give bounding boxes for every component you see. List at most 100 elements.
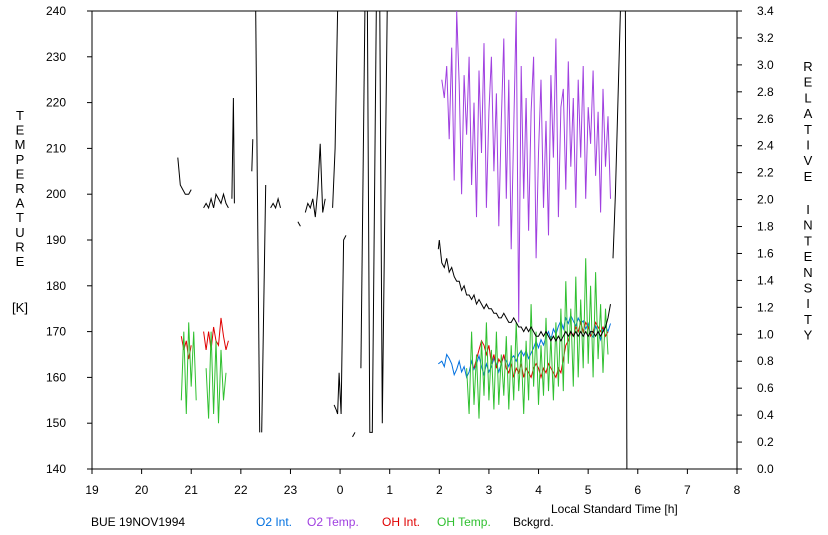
oh-temp-line <box>205 331 227 424</box>
x-axis-title: Local Standard Time [h] <box>551 502 678 516</box>
y-right-tick-label: 1.8 <box>757 220 774 234</box>
oh-temp-line <box>466 258 609 419</box>
bckgrd-line <box>332 10 339 208</box>
bckgrd-line <box>437 239 611 342</box>
y-right-tick-label: 3.0 <box>757 58 774 72</box>
y-left-title-letter: A <box>16 196 25 211</box>
y-right-title-letter: N <box>803 265 812 280</box>
y-right-tick-label: 2.6 <box>757 112 774 126</box>
y-right-tick-label: 0.0 <box>757 462 774 476</box>
bckgrd-line <box>366 10 377 433</box>
y-left-title-letter: M <box>15 137 26 152</box>
y-right-tick-label: 1.2 <box>757 300 774 314</box>
oh-int-line <box>473 320 609 380</box>
x-tick-label: 19 <box>85 483 99 497</box>
x-tick-label: 22 <box>234 483 248 497</box>
oh-temp-line <box>180 322 197 415</box>
y-left-title-letter: T <box>16 108 24 123</box>
y-right-tick-label: 0.4 <box>757 408 774 422</box>
y-left-title-letter: E <box>16 123 25 138</box>
x-tick-label: 21 <box>185 483 199 497</box>
y-left-title-letter: E <box>16 166 25 181</box>
y-left-unit: [K] <box>12 300 28 315</box>
y-right-title-letter: L <box>804 90 811 105</box>
bckgrd-line <box>612 10 621 259</box>
station-label: BUE 19NOV1994 <box>91 515 185 529</box>
bckgrd-line <box>177 157 192 195</box>
x-tick-label: 1 <box>386 483 393 497</box>
x-tick-label: 7 <box>684 483 691 497</box>
y-right-title-letter: V <box>804 153 813 168</box>
y-left-tick-label: 150 <box>46 416 66 430</box>
y-left-tick-label: 170 <box>46 325 66 339</box>
y-left-title-letter: R <box>15 181 24 196</box>
y-right-title-letter: T <box>804 233 812 248</box>
bckgrd-line <box>333 235 347 415</box>
o2-temp-line <box>441 10 611 323</box>
y-right-tick-label: 1.4 <box>757 273 774 287</box>
y-right-title-letter: I <box>806 138 810 153</box>
y-left-title-letter: T <box>16 210 24 225</box>
y-right-tick-label: 0.2 <box>757 435 774 449</box>
y-left-tick-label: 190 <box>46 233 66 247</box>
legend-o2-int: O2 Int. <box>256 515 292 529</box>
y-right-tick-label: 2.2 <box>757 166 774 180</box>
y-right-title-letter: T <box>804 312 812 327</box>
y-right-title-letter: T <box>804 122 812 137</box>
y-left-tick-label: 140 <box>46 462 66 476</box>
bckgrd-line <box>255 10 261 433</box>
y-right-title-letter: I <box>806 202 810 217</box>
y-right-tick-label: 2.4 <box>757 139 774 153</box>
y-right-title-letter: R <box>803 59 812 74</box>
legend: O2 Int. O2 Temp. OH Int. OH Temp. Bckgrd. <box>256 515 554 529</box>
y-right-title-letter: E <box>804 249 813 264</box>
y-right-tick-label: 3.2 <box>757 31 774 45</box>
series-layer <box>177 10 628 470</box>
x-tick-label: 0 <box>337 483 344 497</box>
y-left-tick-label: 210 <box>46 141 66 155</box>
y-left-tick-label: 180 <box>46 279 66 293</box>
x-tick-label: 3 <box>486 483 493 497</box>
legend-o2-temp: O2 Temp. <box>307 515 359 529</box>
bckgrd-line <box>261 184 267 433</box>
y-left-title-letter: R <box>15 239 24 254</box>
y-right-title-letter: E <box>804 75 813 90</box>
y-right-title-letter: Y <box>804 328 813 343</box>
y-left-title-letter: U <box>15 225 24 240</box>
y-right-tick-label: 3.4 <box>757 4 774 18</box>
bckgrd-line <box>251 139 254 172</box>
y-right-title-letter: N <box>803 218 812 233</box>
y-right-title-letter: E <box>804 169 813 184</box>
y-left-tick-label: 240 <box>46 4 66 18</box>
x-tick-label: 8 <box>734 483 741 497</box>
x-tick-label: 4 <box>535 483 542 497</box>
legend-oh-temp: OH Temp. <box>437 515 491 529</box>
y-right-title-letter: S <box>804 281 813 296</box>
x-tick-label: 6 <box>634 483 641 497</box>
bckgrd-line <box>203 192 229 210</box>
x-tick-label: 5 <box>585 483 592 497</box>
y-right-tick-label: 2.0 <box>757 193 774 207</box>
y-left-tick-label: 220 <box>46 96 66 110</box>
bckgrd-line <box>297 221 301 227</box>
x-tick-label: 2 <box>436 483 443 497</box>
y-right-tick-label: 2.8 <box>757 85 774 99</box>
bckgrd-line <box>379 10 388 424</box>
bckgrd-line <box>270 196 281 210</box>
y-left-tick-label: 160 <box>46 370 66 384</box>
y-right-tick-label: 1.0 <box>757 327 774 341</box>
y-right-title-letter: A <box>804 106 813 121</box>
x-tick-label: 20 <box>135 483 149 497</box>
y-right-title-letter: I <box>806 296 810 311</box>
y-left-tick-label: 230 <box>46 50 66 64</box>
y-right-tick-label: 0.8 <box>757 354 774 368</box>
y-right-tick-label: 1.6 <box>757 246 774 260</box>
bckgrd-line <box>304 143 326 218</box>
y-left-tick-label: 200 <box>46 187 66 201</box>
y-left-title-letter: E <box>16 254 25 269</box>
x-tick-label: 23 <box>284 483 298 497</box>
legend-oh-int: OH Int. <box>382 515 420 529</box>
